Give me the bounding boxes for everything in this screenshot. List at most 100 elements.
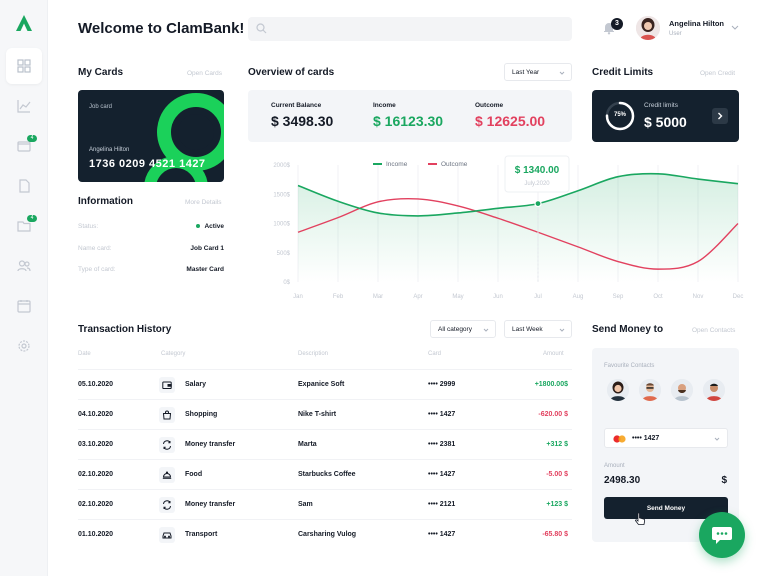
tx-card: •••• 1427: [428, 411, 456, 418]
column-header-card[interactable]: Card: [428, 351, 442, 357]
tooltip-box: [504, 155, 570, 193]
tx-category: Salary: [185, 381, 207, 388]
logo-icon[interactable]: [15, 14, 33, 32]
x-tick-label: Dec: [733, 294, 744, 300]
send-card-select[interactable]: •••• 1427: [604, 428, 728, 448]
credit-label: Credit limits: [644, 102, 678, 109]
tx-date: 02.10.2020: [78, 501, 114, 508]
chevron-down-icon[interactable]: [731, 23, 739, 31]
tx-description: Carsharing Vulog: [298, 531, 357, 538]
table-row[interactable]: 03.10.2020 Money transfer Marta •••• 2381 +3…: [78, 429, 572, 459]
send-money-button[interactable]: Send Money: [604, 497, 728, 519]
column-header-description[interactable]: Description: [298, 351, 329, 357]
document-icon: [19, 179, 30, 193]
card-number: 1736 0209 4521 1427: [89, 158, 206, 170]
user-name: Angelina Hilton: [669, 19, 724, 28]
transfer-icon: [159, 437, 175, 453]
x-tick-label: Mar: [373, 294, 383, 300]
more-details-link[interactable]: More Details: [185, 199, 222, 206]
contact-avatar[interactable]: [703, 379, 725, 401]
amount-currency: $: [721, 475, 727, 486]
amount-input[interactable]: 2498.30: [604, 475, 641, 486]
contact-avatar[interactable]: [671, 379, 693, 401]
open-credit-link[interactable]: Open Credit: [700, 70, 736, 77]
sidebar-item-dashboard[interactable]: [6, 48, 42, 84]
table-row[interactable]: 01.10.2020 Transport Carsharing Vulog •••• …: [78, 519, 572, 549]
sidebar-item-statistics[interactable]: [6, 88, 42, 124]
table-row[interactable]: 04.10.2020 Shopping Nike T-shirt •••• 1427 -…: [78, 399, 572, 429]
info-key: Status:: [78, 223, 99, 230]
column-header-category[interactable]: Category: [161, 351, 186, 357]
x-tick-label: May: [452, 294, 463, 300]
tx-date: 05.10.2020: [78, 381, 114, 388]
category-select-value: All category: [438, 326, 472, 333]
open-contacts-link[interactable]: Open Contacts: [692, 327, 736, 334]
amount-label: Amount: [604, 463, 625, 469]
contact-avatar[interactable]: [607, 379, 629, 401]
search-input[interactable]: [248, 17, 572, 41]
income-area: [298, 173, 738, 282]
chat-button[interactable]: [699, 512, 745, 558]
period-select[interactable]: Last Year: [504, 63, 572, 81]
favourite-contacts-label: Favourite Contacts: [604, 363, 655, 369]
chevron-down-icon: [559, 328, 565, 332]
balances-panel: Current Balance $ 3498.30 Income $ 16123…: [248, 90, 572, 142]
card-decoration: [144, 93, 224, 182]
info-row-name: Name card: Job Card 1: [78, 245, 224, 257]
info-row-status: Status: Active: [78, 223, 224, 235]
balance-label: Income: [373, 102, 396, 109]
open-cards-link[interactable]: Open Cards: [187, 70, 223, 77]
wallet-icon: [159, 377, 175, 393]
tx-date: 01.10.2020: [78, 531, 114, 538]
credit-percent: 75%: [613, 112, 626, 118]
x-tick-label: Sep: [613, 294, 624, 300]
send-card-number: •••• 1427: [632, 435, 660, 442]
contact-avatar[interactable]: [639, 379, 661, 401]
credit-card[interactable]: 75% Credit limits $ 5000: [592, 90, 739, 142]
sidebar-item-wallet[interactable]: 4: [6, 128, 42, 164]
sidebar-badge: 4: [27, 135, 37, 142]
mastercard-icon: [613, 435, 626, 443]
table-row[interactable]: 02.10.2020 Food Starbucks Coffee •••• 1427 -…: [78, 459, 572, 489]
week-select-value: Last Week: [512, 326, 543, 333]
info-key: Type of card:: [78, 266, 116, 273]
tx-description: Starbucks Coffee: [298, 471, 356, 478]
shopping-bag-icon: [159, 407, 175, 423]
week-select[interactable]: Last Week: [504, 320, 572, 338]
y-tick-label: 0$: [283, 280, 290, 286]
tx-card: •••• 1427: [428, 471, 456, 478]
food-cloche-icon: [159, 467, 175, 483]
tx-description: Sam: [298, 501, 313, 508]
table-row[interactable]: 05.10.2020 Salary Expanice Soft •••• 2999 +1…: [78, 369, 572, 399]
column-header-date[interactable]: Date: [78, 351, 91, 357]
tx-category: Transport: [185, 531, 218, 538]
sidebar-item-calendar[interactable]: [6, 288, 42, 324]
tx-date: 03.10.2020: [78, 441, 114, 448]
column-header-amount[interactable]: Amount: [543, 351, 564, 357]
tx-description: Expanice Soft: [298, 381, 345, 388]
tx-category: Money transfer: [185, 441, 236, 448]
tx-description: Nike T-shirt: [298, 411, 337, 418]
tx-category: Shopping: [185, 411, 218, 418]
tx-date: 04.10.2020: [78, 411, 114, 418]
bank-card[interactable]: Job card Angelina Hilton 1736 0209 4521 …: [78, 90, 224, 182]
sidebar-item-documents[interactable]: [6, 168, 42, 204]
table-row[interactable]: 02.10.2020 Money transfer Sam •••• 2121 +123…: [78, 489, 572, 519]
credit-open-button[interactable]: [712, 108, 728, 124]
notification-count-badge: 3: [611, 18, 623, 30]
folder-icon: [17, 221, 31, 232]
sidebar-item-messages[interactable]: 4: [6, 208, 42, 244]
sidebar-item-contacts[interactable]: [6, 248, 42, 284]
tooltip-point: [534, 200, 542, 208]
overview-chart: 2000$ 1500$ 1000$ 500$ 0$ Jan Feb Mar Apr May Jun J…: [273, 155, 744, 300]
user-role: User: [669, 31, 682, 37]
x-tick-label: Jul: [534, 294, 542, 300]
send-money-title: Send Money to: [592, 324, 664, 335]
my-cards-title: My Cards: [78, 67, 124, 78]
sidebar-item-settings[interactable]: [6, 328, 42, 364]
category-select[interactable]: All category: [430, 320, 496, 338]
user-avatar[interactable]: [636, 16, 660, 40]
chevron-down-icon: [483, 328, 489, 332]
x-tick-label: Apr: [413, 294, 422, 300]
car-icon: [159, 527, 175, 543]
